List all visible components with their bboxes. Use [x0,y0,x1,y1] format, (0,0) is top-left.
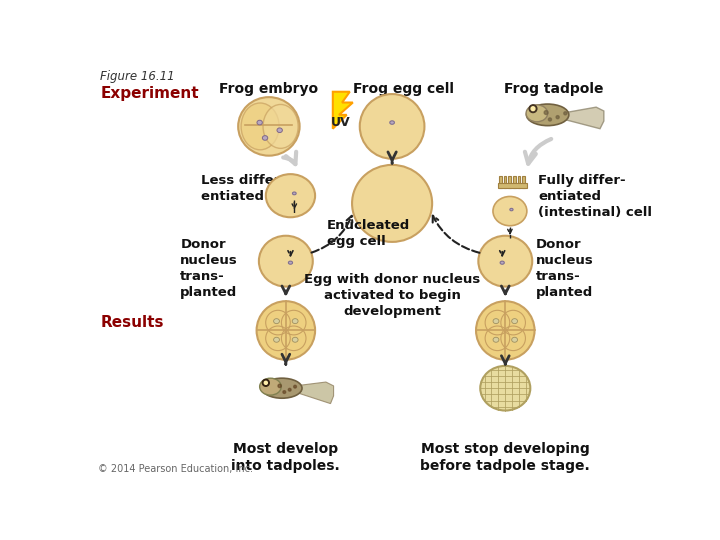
Text: Enucleated
egg cell: Enucleated egg cell [327,219,410,248]
Text: Most develop
into tadpoles.: Most develop into tadpoles. [231,442,341,474]
Polygon shape [333,92,353,129]
Ellipse shape [360,94,425,159]
Circle shape [283,390,286,394]
Circle shape [564,112,567,115]
Ellipse shape [493,338,499,342]
Circle shape [262,379,269,386]
Ellipse shape [274,338,279,342]
Circle shape [294,385,297,388]
Ellipse shape [292,338,298,342]
Circle shape [288,388,291,391]
Circle shape [264,381,267,384]
Ellipse shape [266,174,315,217]
Ellipse shape [263,104,298,148]
Circle shape [531,107,535,111]
Bar [499,176,502,188]
Bar [508,176,511,188]
Ellipse shape [352,165,432,242]
Circle shape [476,301,534,360]
Ellipse shape [277,128,282,132]
Ellipse shape [238,97,300,156]
Ellipse shape [526,104,569,126]
Ellipse shape [478,236,532,287]
Ellipse shape [500,261,504,264]
Text: Less differ-
entiated cell: Less differ- entiated cell [201,174,295,203]
Text: UV: UV [331,117,351,130]
Text: Egg with donor nucleus
activated to begin
development: Egg with donor nucleus activated to begi… [304,273,480,318]
Polygon shape [295,382,333,403]
Text: Frog embryo: Frog embryo [220,82,318,96]
Text: Donor
nucleus
trans-
planted: Donor nucleus trans- planted [180,238,238,299]
Text: © 2014 Pearson Education, Inc.: © 2014 Pearson Education, Inc. [98,464,253,475]
Ellipse shape [257,120,262,125]
Ellipse shape [493,319,499,323]
Bar [498,184,527,188]
Ellipse shape [292,192,296,195]
Text: Most stop developing
before tadpole stage.: Most stop developing before tadpole stag… [420,442,590,474]
Ellipse shape [512,338,518,342]
Text: Figure 16.11: Figure 16.11 [99,70,174,83]
Ellipse shape [526,105,548,122]
Ellipse shape [480,366,531,410]
Bar [513,176,516,188]
Text: Frog tadpole: Frog tadpole [504,82,603,96]
Ellipse shape [259,236,312,287]
Text: Fully differ-
entiated
(intestinal) cell: Fully differ- entiated (intestinal) cell [539,174,652,219]
Ellipse shape [512,319,518,323]
Text: Results: Results [101,315,165,330]
Ellipse shape [390,121,395,124]
Ellipse shape [241,103,279,150]
Bar [504,176,506,188]
Ellipse shape [289,261,292,264]
Ellipse shape [262,378,302,398]
Circle shape [256,301,315,360]
Circle shape [278,384,282,388]
Ellipse shape [274,319,279,323]
Circle shape [556,116,559,119]
Circle shape [549,118,552,121]
Text: Frog egg cell: Frog egg cell [353,82,454,96]
Ellipse shape [510,208,513,211]
Bar [518,176,521,188]
Text: Donor
nucleus
trans-
planted: Donor nucleus trans- planted [536,238,594,299]
Circle shape [544,111,548,114]
Text: Experiment: Experiment [101,85,199,100]
Bar [522,176,525,188]
Polygon shape [562,107,604,129]
Ellipse shape [493,197,527,226]
Circle shape [529,105,537,112]
Ellipse shape [262,136,268,140]
Ellipse shape [292,319,298,323]
Ellipse shape [260,378,282,395]
